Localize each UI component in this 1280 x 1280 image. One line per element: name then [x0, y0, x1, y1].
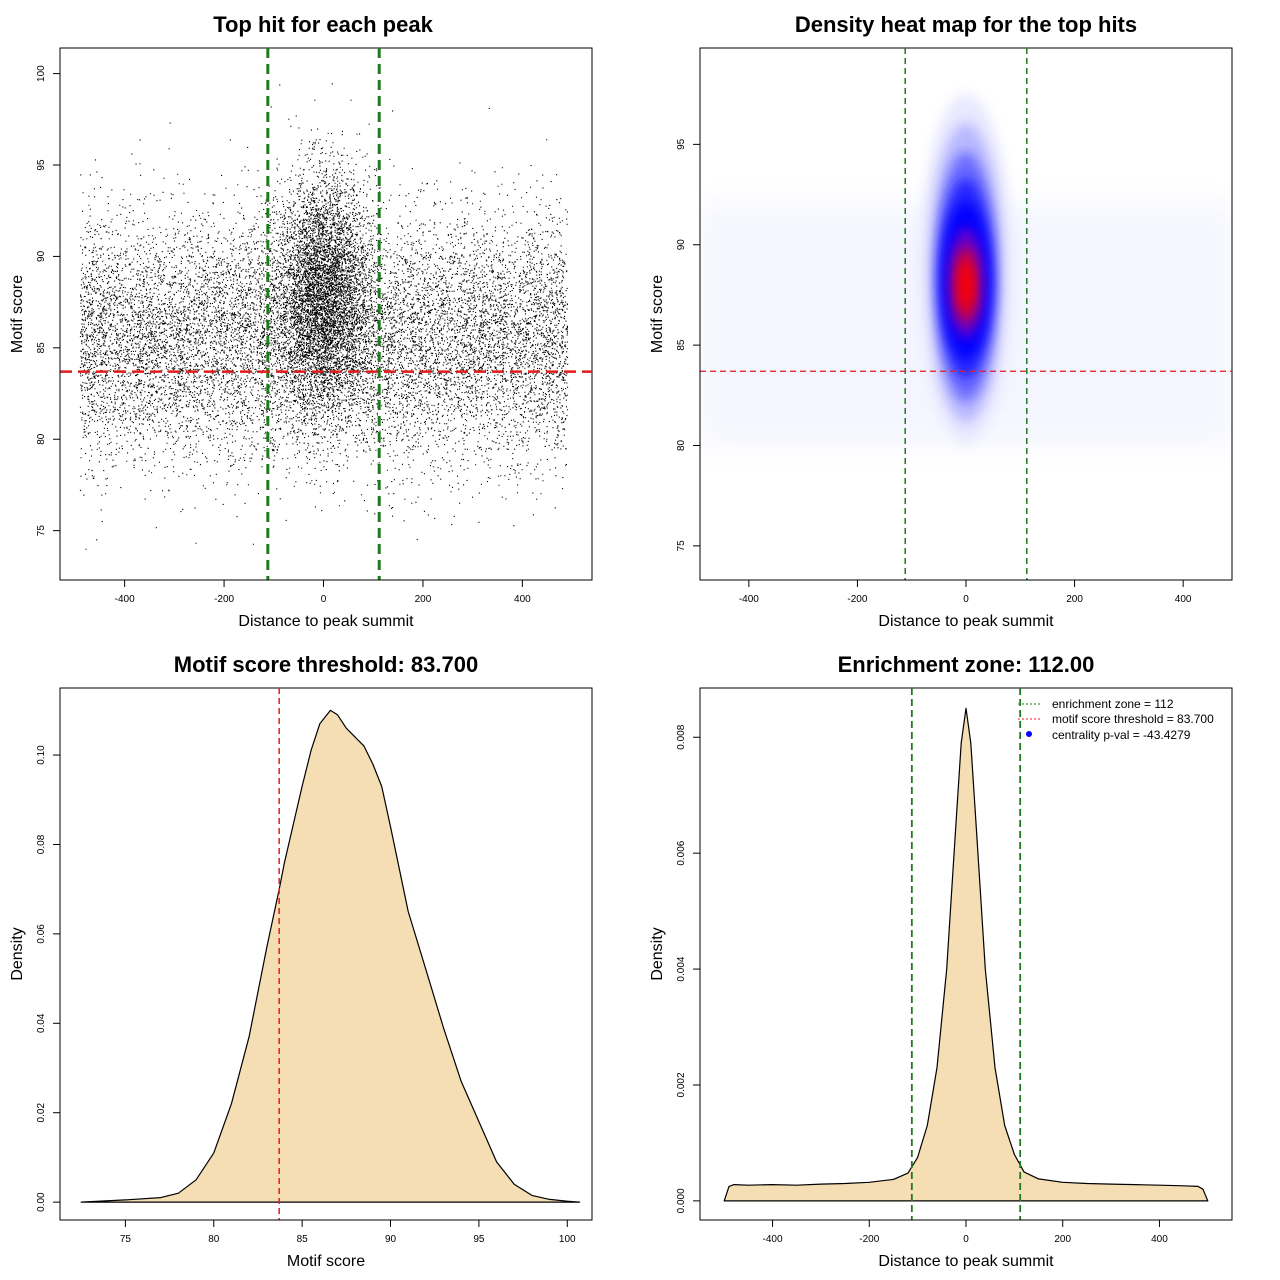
- y-tick-label: 0.00: [36, 1192, 47, 1212]
- y-tick-label: 85: [36, 342, 47, 354]
- y-tick-label: 0.04: [36, 1013, 47, 1033]
- x-tick-label: 400: [1175, 594, 1192, 605]
- y-tick-label: 80: [36, 433, 47, 445]
- legend-label-pval: centrality p-val = -43.4279: [1052, 728, 1191, 742]
- y-axis-label: Density: [9, 927, 26, 980]
- y-tick-label: 90: [36, 250, 47, 262]
- y-tick-label: 0.02: [36, 1103, 47, 1123]
- panel-score-density: Motif score threshold: 83.700 75 80 85 90 95…: [9, 652, 593, 1270]
- legend-label-threshold: motif score threshold = 83.700: [1052, 712, 1214, 726]
- x-tick-label: -200: [859, 1234, 879, 1245]
- x-axis: 75 80 85 90 95 100: [120, 1219, 576, 1245]
- y-tick-label: 75: [676, 540, 687, 552]
- y-axis-label: Density: [649, 927, 666, 980]
- panel-scatter: Top hit for each peak -400 -200 0 200 400 75…: [9, 12, 593, 630]
- legend: enrichment zone = 112 motif score thresh…: [1018, 697, 1214, 742]
- chart-title: Top hit for each peak: [213, 12, 433, 37]
- x-tick-label: -400: [115, 594, 135, 605]
- panel-heatmap: Density heat map for the top hits -400 -2…: [649, 12, 1233, 630]
- x-axis-label: Distance to peak summit: [238, 613, 414, 630]
- y-tick-label: 0.08: [36, 834, 47, 854]
- y-tick-label: 0.000: [676, 1188, 687, 1213]
- enrichment-zone-lines: [904, 48, 1028, 580]
- x-axis: -400 -200 0 200 400: [739, 579, 1192, 605]
- y-tick-label: 0.006: [676, 840, 687, 865]
- legend-swatch-pval: [1026, 731, 1032, 737]
- x-tick-label: 200: [1066, 594, 1083, 605]
- chart-title: Enrichment zone: 112.00: [838, 652, 1095, 677]
- y-axis: 75 80 85 90 95 100: [36, 65, 61, 537]
- y-axis: 75 80 85 90 95: [676, 138, 701, 552]
- legend-label-enrichment: enrichment zone = 112: [1052, 697, 1174, 711]
- enrichment-zone-lines: [266, 48, 381, 580]
- x-tick-label: 80: [208, 1234, 220, 1245]
- x-tick-label: 85: [297, 1234, 309, 1245]
- y-tick-label: 90: [676, 239, 687, 251]
- x-tick-label: 0: [963, 1234, 969, 1245]
- x-axis: -400 -200 0 200 400: [763, 1219, 1168, 1245]
- x-tick-label: -200: [847, 594, 867, 605]
- x-tick-label: 400: [1151, 1234, 1168, 1245]
- x-tick-label: -400: [763, 1234, 783, 1245]
- x-tick-label: 400: [514, 594, 531, 605]
- scatter-point-cloud: [79, 83, 569, 550]
- y-tick-label: 85: [676, 339, 687, 351]
- y-tick-label: 95: [36, 159, 47, 171]
- x-tick-label: 0: [963, 594, 969, 605]
- x-tick-label: 100: [559, 1234, 576, 1245]
- chart-title: Density heat map for the top hits: [795, 12, 1137, 37]
- heat-level-7: [959, 260, 973, 309]
- scatter-points: [79, 83, 569, 550]
- y-tick-label: 75: [36, 525, 47, 537]
- x-axis-label: Motif score: [287, 1253, 365, 1270]
- y-tick-label: 0.10: [36, 745, 47, 765]
- y-tick-label: 0.06: [36, 924, 47, 944]
- x-tick-label: -200: [214, 594, 234, 605]
- chart-title: Motif score threshold: 83.700: [174, 652, 478, 677]
- x-axis-label: Distance to peak summit: [878, 613, 1054, 630]
- x-tick-label: 95: [473, 1234, 485, 1245]
- x-tick-label: 0: [321, 594, 327, 605]
- x-tick-label: 90: [385, 1234, 397, 1245]
- x-tick-label: 200: [1054, 1234, 1071, 1245]
- y-tick-label: 0.002: [676, 1072, 687, 1097]
- density-area: [80, 709, 581, 1203]
- density-area: [723, 707, 1209, 1202]
- y-axis: 0.000 0.002 0.004 0.006 0.008: [676, 724, 701, 1213]
- y-axis-label: Motif score: [9, 275, 26, 353]
- x-tick-label: 75: [120, 1234, 132, 1245]
- y-tick-label: 0.004: [676, 956, 687, 981]
- density-heatmap: [700, 93, 1232, 446]
- y-tick-label: 100: [36, 65, 47, 82]
- x-axis: -400 -200 0 200 400: [115, 579, 531, 605]
- y-axis: 0.00 0.02 0.04 0.06 0.08 0.10: [36, 745, 61, 1212]
- y-axis-label: Motif score: [649, 275, 666, 353]
- panel-distance-density: Enrichment zone: 112.00 -400 -200 0 200 400 …: [649, 652, 1233, 1270]
- x-tick-label: 200: [415, 594, 432, 605]
- x-tick-label: -400: [739, 594, 759, 605]
- y-tick-label: 80: [676, 439, 687, 451]
- y-tick-label: 95: [676, 138, 687, 150]
- x-axis-label: Distance to peak summit: [878, 1253, 1054, 1270]
- y-tick-label: 0.008: [676, 724, 687, 749]
- enrichment-zone-lines: [910, 688, 1022, 1220]
